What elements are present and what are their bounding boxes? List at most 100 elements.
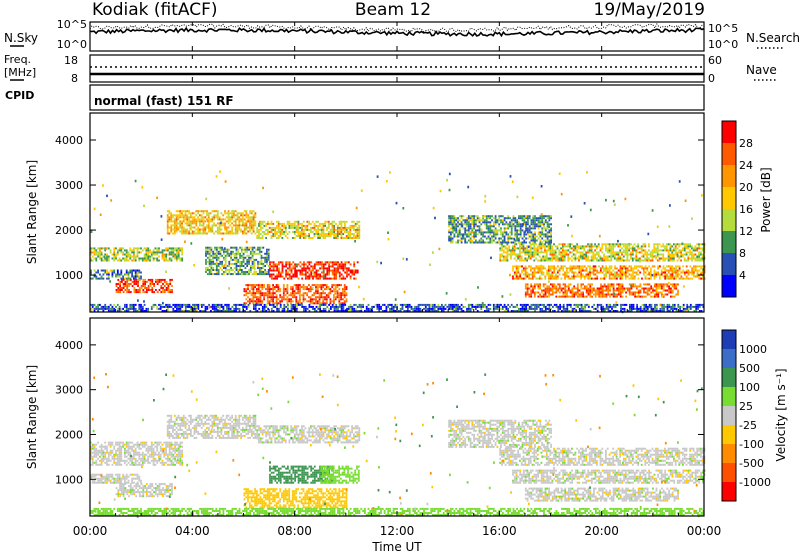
echo-cell: [655, 283, 658, 286]
echo-cell: [140, 247, 142, 250]
echo-cell: [644, 277, 647, 280]
echo-cell: [630, 257, 632, 260]
echo-cell: [623, 267, 625, 270]
echo-cell: [572, 257, 575, 260]
echo-cell: [190, 310, 193, 312]
echo-cell: [573, 271, 575, 274]
echo-cell: [699, 257, 702, 260]
echo-cell: [262, 273, 265, 276]
echo-cell: [541, 233, 544, 236]
echo-cell: [327, 233, 330, 235]
echo-cell: [515, 271, 518, 274]
echo-cell: [500, 219, 502, 222]
echo-cell: [285, 275, 287, 278]
echo-cell: [119, 285, 121, 287]
echo-cell: [250, 298, 253, 301]
echo-cell: [176, 253, 178, 256]
echo-cell: [410, 305, 413, 308]
echo-cell: [270, 220, 273, 223]
echo-cell: [100, 251, 103, 254]
echo-cell: [369, 307, 372, 310]
echo-cell: [233, 256, 236, 259]
echo-cell: [333, 263, 336, 266]
echo-cell: [286, 233, 289, 235]
echo-cell: [576, 285, 579, 288]
echo-cell: [279, 273, 282, 276]
echo-cell: [532, 241, 535, 244]
echo-cell: [513, 245, 516, 248]
echo-cell: [128, 285, 130, 287]
echo-cell: [313, 310, 316, 312]
echo-cell: [329, 298, 332, 301]
echo-cell: [124, 257, 126, 260]
echo-cell: [313, 284, 316, 287]
echo-cell: [605, 245, 607, 248]
echo-cell: [626, 243, 629, 246]
echo-cell: [163, 305, 166, 308]
echo-cell: [557, 283, 559, 286]
echo-cell: [587, 245, 589, 248]
echo-cell: [276, 263, 278, 266]
echo-cell: [166, 216, 169, 219]
echo-cell: [219, 262, 222, 265]
echo-cell: [279, 231, 282, 233]
echo-cell: [574, 255, 577, 258]
echo-cell: [262, 271, 265, 273]
echo-cell: [245, 222, 248, 225]
echo-cell: [288, 220, 291, 223]
echo-cell: [648, 253, 650, 256]
echo-cell: [91, 259, 94, 262]
echo-cell: [659, 291, 661, 294]
echo-cell: [333, 290, 335, 293]
echo-cell: [646, 253, 648, 256]
echo-cell: [448, 235, 450, 238]
echo-cell: [140, 307, 142, 310]
echo-cell: [685, 247, 688, 250]
echo-cell: [562, 251, 564, 254]
echo-cell: [675, 267, 677, 270]
echo-cell: [464, 241, 467, 244]
echo-cell: [267, 254, 270, 257]
echo-cell: [97, 307, 99, 310]
echo-cell: [204, 310, 207, 312]
echo-cell: [485, 225, 488, 228]
echo-cell: [179, 257, 182, 260]
echo-cell: [599, 269, 602, 272]
echo-cell: [256, 292, 258, 295]
echo-cell: [277, 224, 280, 227]
echo-cell: [227, 218, 230, 221]
echo-cell: [243, 302, 246, 305]
echo-cell: [515, 277, 518, 280]
echo-cell: [558, 259, 561, 262]
echo-cell: [546, 271, 548, 274]
echo-cell: [644, 275, 647, 278]
echo-cell: [90, 259, 92, 262]
echo-cell: [167, 247, 169, 250]
echo-cell: [637, 295, 640, 298]
echo-cell: [579, 253, 582, 256]
echo-cell: [207, 214, 210, 217]
echo-cell: [299, 286, 301, 289]
echo-cell: [549, 253, 552, 256]
echo-cell: [276, 307, 278, 310]
echo-cell: [330, 277, 332, 280]
echo-cell: [576, 265, 579, 268]
echo-cell: [322, 237, 325, 239]
echo-cell: [564, 265, 566, 268]
echo-cell: [244, 273, 247, 276]
echo-cell: [685, 245, 688, 248]
echo-cell: [549, 277, 552, 280]
echo-cell: [278, 269, 280, 272]
echo-cell: [349, 305, 352, 308]
echo-cell: [202, 230, 205, 233]
echo-cell: [138, 289, 141, 291]
echo-cell: [362, 305, 364, 308]
echo-cell: [226, 269, 229, 271]
echo-cell: [662, 265, 665, 268]
echo-cell: [498, 241, 501, 244]
echo-cell: [188, 210, 190, 213]
echo-cell: [485, 215, 488, 218]
echo-cell: [594, 253, 596, 256]
echo-cell: [146, 287, 148, 289]
echo-cell: [252, 288, 255, 291]
